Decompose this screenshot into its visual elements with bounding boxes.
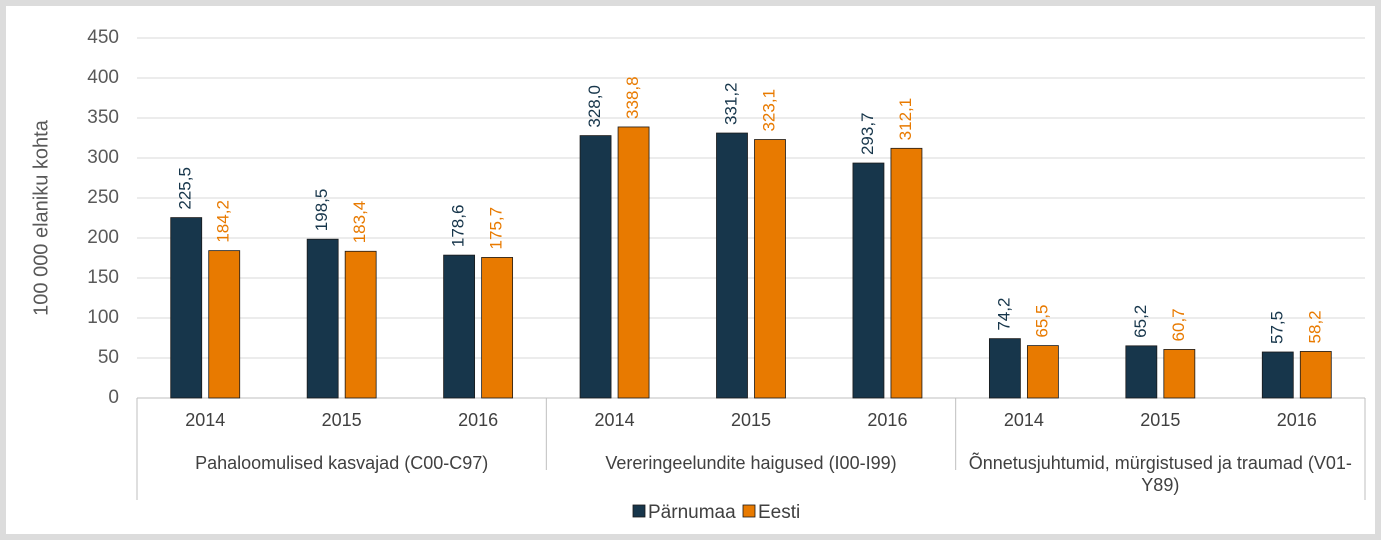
- group-label: Pahaloomulised kasvajad (C00-C97): [195, 453, 489, 473]
- data-label: 74,2: [994, 298, 1013, 331]
- bar: [754, 139, 786, 399]
- data-label: 338,8: [623, 76, 642, 119]
- bar: [890, 147, 923, 399]
- x-tick-label: 2015: [731, 410, 771, 430]
- data-label: 331,2: [721, 82, 740, 125]
- x-tick-label: 2014: [1004, 410, 1044, 430]
- data-label: 175,7: [487, 207, 506, 250]
- frame: 100 000 elaniku kohta 0 50 100 150 200 250 300…: [6, 6, 1375, 534]
- data-label: 312,1: [896, 98, 915, 141]
- y-axis-title: 100 000 elaniku kohta: [30, 119, 52, 316]
- bar: [1163, 349, 1196, 399]
- y-tick-label: 400: [87, 67, 119, 88]
- group-label: Vereringeelundite haigused (I00-I99): [605, 453, 897, 473]
- y-tick-label: 100: [87, 307, 119, 328]
- group-label: Õnnetusjuhtumid, mürgistused ja traumad …: [968, 453, 1352, 495]
- bar: [1125, 345, 1158, 399]
- x-tick-label: 2015: [1140, 410, 1180, 430]
- bar: [443, 254, 476, 399]
- legend-swatch: [742, 504, 756, 518]
- bar: [988, 338, 1021, 399]
- y-tick-label: 450: [87, 27, 119, 48]
- bar: [852, 162, 885, 399]
- data-label: 65,5: [1032, 305, 1051, 338]
- bar: [716, 132, 748, 399]
- x-tick-label: 2016: [867, 410, 907, 430]
- y-tick-label: 350: [87, 107, 119, 128]
- y-tick-label: 250: [87, 187, 119, 208]
- x-tick-label: 2014: [185, 410, 225, 430]
- legend-label: Pärnumaa: [648, 502, 736, 523]
- bar: [208, 250, 241, 399]
- legend-label: Eesti: [758, 502, 800, 523]
- y-tick-label: 150: [87, 267, 119, 288]
- bar: [1026, 345, 1059, 399]
- x-tick-label: 2016: [458, 410, 498, 430]
- data-label: 178,6: [449, 205, 468, 248]
- data-label: 323,1: [759, 89, 778, 132]
- legend-swatch: [632, 504, 646, 518]
- bar: [481, 257, 514, 399]
- data-label: 57,5: [1267, 311, 1286, 344]
- data-label: 225,5: [176, 167, 195, 210]
- data-label: 60,7: [1169, 308, 1188, 341]
- data-label: 293,7: [858, 112, 877, 155]
- x-tick-label: 2016: [1277, 410, 1317, 430]
- y-tick-label: 200: [87, 227, 119, 248]
- bar: [344, 250, 377, 399]
- bar: [1261, 351, 1294, 399]
- data-label: 198,5: [312, 189, 331, 232]
- data-label: 328,0: [585, 85, 604, 128]
- bar: [1299, 351, 1332, 399]
- data-label: 183,4: [350, 201, 369, 244]
- data-label: 184,2: [214, 200, 233, 243]
- bar: [579, 135, 612, 399]
- y-tick-label: 0: [108, 387, 119, 408]
- y-tick-label: 300: [87, 147, 119, 168]
- bar: [617, 126, 650, 399]
- x-tick-label: 2014: [595, 410, 635, 430]
- x-tick-label: 2015: [322, 410, 362, 430]
- bar: [306, 238, 339, 399]
- y-tick-label: 50: [98, 347, 119, 368]
- bar: [170, 217, 203, 399]
- data-label: 65,2: [1131, 305, 1150, 338]
- data-label: 58,2: [1305, 310, 1324, 343]
- chart: 100 000 elaniku kohta 0 50 100 150 200 250 300…: [30, 27, 1366, 523]
